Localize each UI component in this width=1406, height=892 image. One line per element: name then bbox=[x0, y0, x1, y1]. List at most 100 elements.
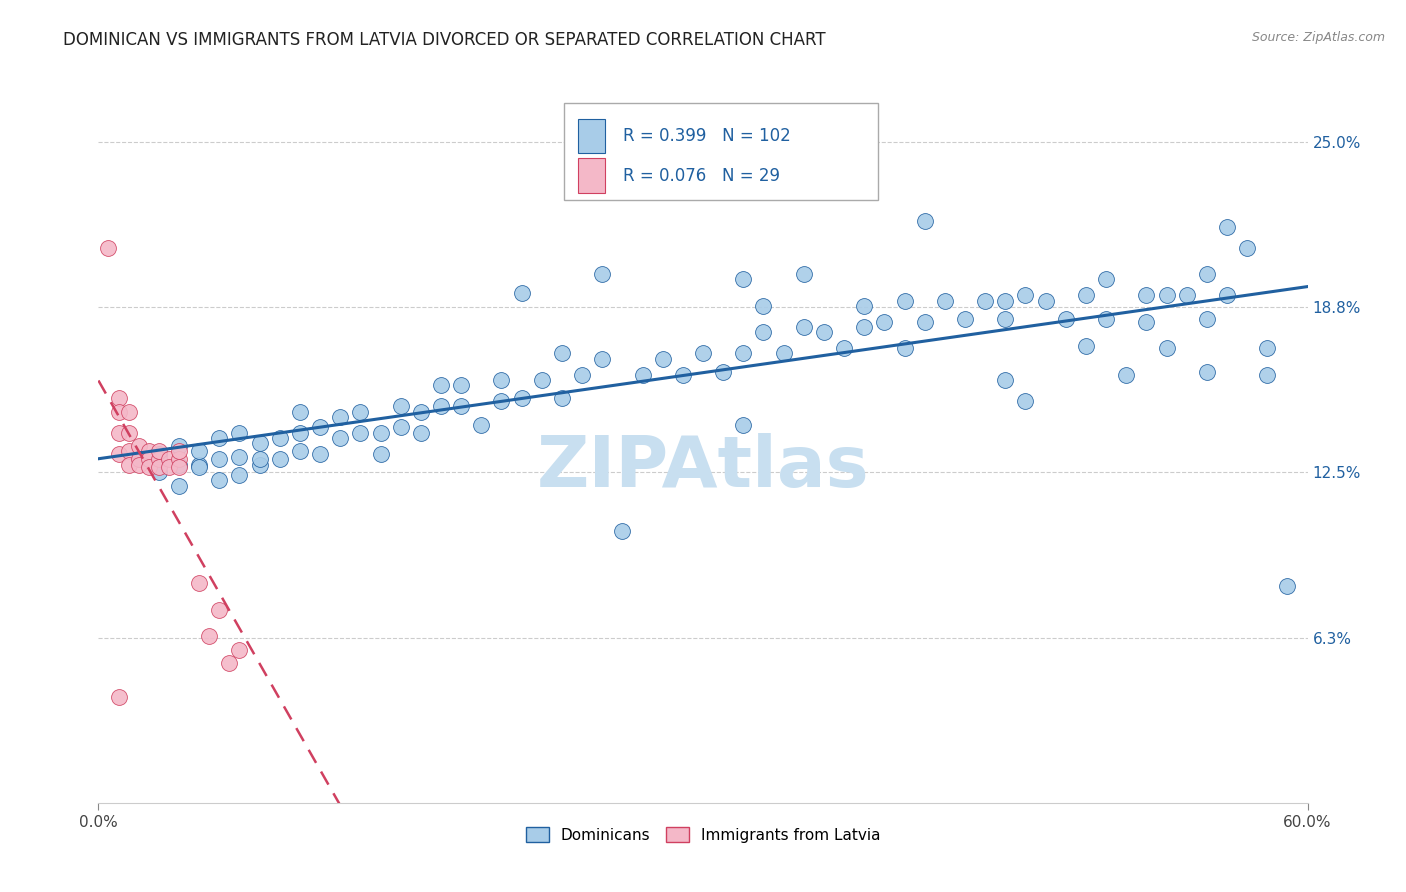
Point bbox=[118, 444, 141, 458]
Point bbox=[389, 400, 412, 414]
Point bbox=[953, 312, 976, 326]
Point bbox=[228, 450, 250, 464]
Point bbox=[188, 458, 211, 472]
Point bbox=[591, 267, 613, 281]
Point bbox=[288, 425, 311, 440]
Point bbox=[914, 214, 936, 228]
Point bbox=[370, 447, 392, 461]
Point bbox=[118, 404, 141, 418]
Point bbox=[97, 241, 120, 255]
Point bbox=[450, 378, 472, 392]
Point bbox=[772, 346, 794, 360]
Point bbox=[148, 452, 170, 467]
Text: Source: ZipAtlas.com: Source: ZipAtlas.com bbox=[1251, 31, 1385, 45]
Point bbox=[1095, 272, 1118, 286]
Point bbox=[118, 458, 141, 472]
Point bbox=[1035, 293, 1057, 308]
Point bbox=[107, 392, 129, 406]
Point bbox=[249, 458, 271, 472]
Point bbox=[651, 351, 673, 366]
Point bbox=[551, 346, 574, 360]
Point bbox=[733, 417, 755, 432]
Point bbox=[1256, 368, 1278, 382]
Point bbox=[188, 444, 211, 458]
Point bbox=[409, 404, 432, 418]
Point bbox=[128, 452, 150, 467]
Point bbox=[157, 452, 180, 467]
Text: R = 0.399   N = 102: R = 0.399 N = 102 bbox=[623, 128, 792, 145]
Point bbox=[167, 478, 190, 492]
Point bbox=[128, 439, 150, 453]
Point bbox=[591, 351, 613, 366]
Point bbox=[118, 425, 141, 440]
Point bbox=[974, 293, 997, 308]
Point bbox=[409, 425, 432, 440]
Point bbox=[218, 656, 240, 670]
Point bbox=[1175, 288, 1198, 302]
Point bbox=[167, 460, 190, 475]
Point bbox=[893, 341, 915, 355]
Point bbox=[1095, 312, 1118, 326]
Point bbox=[288, 404, 311, 418]
Point bbox=[1135, 288, 1157, 302]
Point bbox=[752, 326, 775, 340]
Point bbox=[107, 404, 129, 418]
Point bbox=[853, 299, 876, 313]
Point bbox=[107, 425, 129, 440]
Point bbox=[208, 452, 231, 467]
Point bbox=[128, 452, 150, 467]
FancyBboxPatch shape bbox=[564, 103, 879, 200]
Point bbox=[188, 460, 211, 475]
Point bbox=[208, 603, 231, 617]
Point bbox=[148, 447, 170, 461]
Point bbox=[1074, 288, 1097, 302]
Point bbox=[309, 447, 332, 461]
Point bbox=[1054, 312, 1077, 326]
Point bbox=[249, 436, 271, 450]
Point bbox=[148, 466, 170, 480]
Point bbox=[551, 392, 574, 406]
Point bbox=[1236, 241, 1258, 255]
Point bbox=[1014, 288, 1036, 302]
Point bbox=[672, 368, 695, 382]
Point bbox=[470, 417, 492, 432]
Point bbox=[1115, 368, 1137, 382]
Point bbox=[893, 293, 915, 308]
Point bbox=[1195, 365, 1218, 379]
Point bbox=[208, 474, 231, 488]
Point bbox=[1256, 341, 1278, 355]
Point bbox=[873, 315, 896, 329]
Point bbox=[389, 420, 412, 434]
Point bbox=[329, 409, 352, 424]
Point bbox=[1216, 288, 1239, 302]
Point bbox=[530, 373, 553, 387]
Point bbox=[1156, 288, 1178, 302]
Point bbox=[157, 460, 180, 475]
Point bbox=[228, 642, 250, 657]
Point bbox=[167, 458, 190, 472]
Point bbox=[249, 452, 271, 467]
Point bbox=[631, 368, 654, 382]
Point bbox=[571, 368, 593, 382]
Point bbox=[994, 373, 1017, 387]
Point bbox=[853, 320, 876, 334]
Point bbox=[188, 576, 211, 591]
Point bbox=[934, 293, 956, 308]
Point bbox=[510, 285, 533, 300]
Point bbox=[1074, 338, 1097, 352]
Text: R = 0.076   N = 29: R = 0.076 N = 29 bbox=[623, 167, 780, 185]
FancyBboxPatch shape bbox=[578, 159, 605, 193]
Point bbox=[370, 425, 392, 440]
Point bbox=[269, 452, 291, 467]
Point bbox=[128, 458, 150, 472]
Point bbox=[813, 326, 835, 340]
Point bbox=[793, 320, 815, 334]
Point bbox=[167, 452, 190, 467]
Point bbox=[994, 312, 1017, 326]
Point bbox=[138, 452, 160, 467]
Point bbox=[430, 378, 453, 392]
Point bbox=[1195, 312, 1218, 326]
Point bbox=[692, 346, 714, 360]
Point bbox=[793, 267, 815, 281]
Point bbox=[612, 524, 634, 538]
